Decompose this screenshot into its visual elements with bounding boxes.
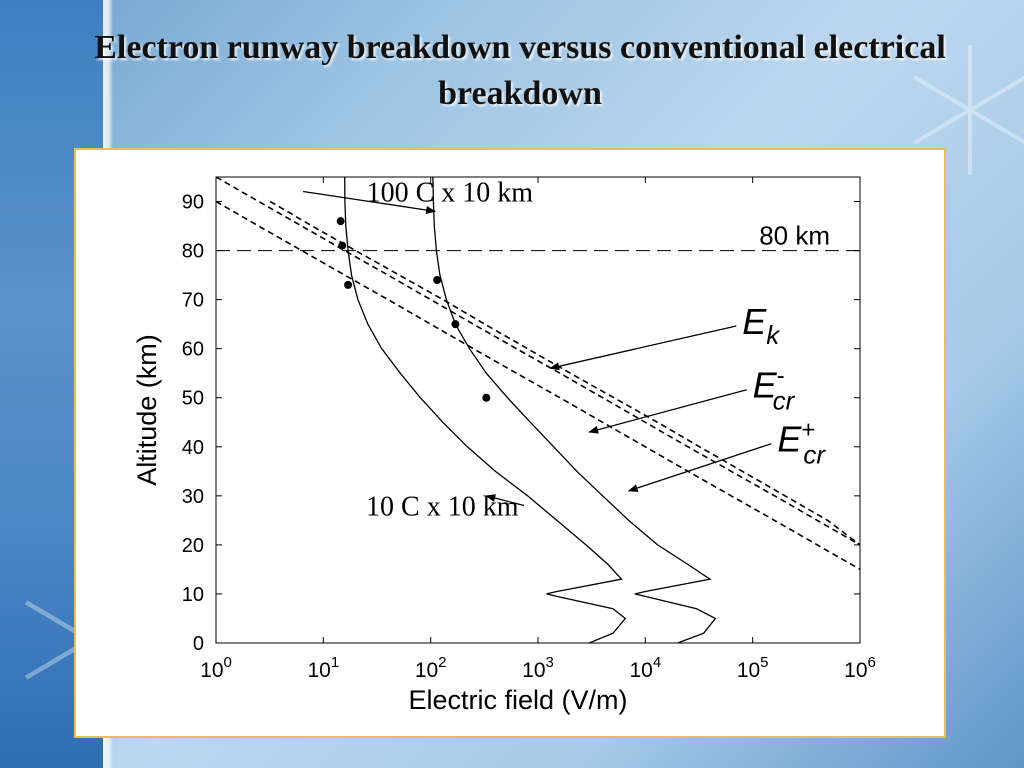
y-tick-label: 20 [182,535,204,557]
y-tick-label: 10 [182,584,204,606]
annotation-label: E-cr [753,363,796,416]
y-tick-label: 60 [182,339,204,361]
x-axis-label: Electric field (V/m) [408,685,627,715]
annotation-arrow [302,190,437,214]
y-tick-label: 40 [182,437,204,459]
series-line-e-cr- [216,177,860,546]
x-tick-label: 101 [307,654,339,682]
y-tick-label: 80 [182,241,204,263]
y-tick-label: 0 [193,633,204,655]
x-tick-label: 100 [200,654,232,682]
y-tick-label: 70 [182,290,204,312]
y-tick-label: 30 [182,486,204,508]
x-tick-label: 102 [415,654,447,682]
snowflake-decoration-icon [912,45,1024,175]
series-line-100-c-x-10-km [432,177,717,643]
data-marker [344,280,353,289]
annotation-arrow [627,443,772,492]
annotation-arrow [588,389,747,434]
data-marker [482,393,491,402]
series-line-e-k [269,200,860,546]
annotation-arrow [485,494,525,507]
series-line-10-c-x-10-km [344,177,627,643]
annotation-label: E+ cr [777,417,826,470]
annotation-label: 100 C x 10 km [367,178,534,209]
x-tick-label: 105 [737,654,769,682]
reference-line-label: 80 km [759,221,830,251]
x-tick-label: 103 [522,654,554,682]
x-tick-label: 106 [844,654,876,682]
slide-title: Electron runway breakdown versus convent… [94,29,946,112]
series-line-e-cr- [216,200,860,571]
x-tick-label: 104 [629,654,661,682]
data-marker [433,276,442,285]
y-axis-label: Altitude (km) [132,334,162,486]
data-marker [451,320,460,329]
y-tick-label: 90 [182,192,204,214]
chart-frame: 0 10 20 30 40 50 60 70 80 90 100 101 102 103 104 105 106… [74,148,946,738]
chart: 0 10 20 30 40 50 60 70 80 90 100 101 102 103 104 105 106… [132,176,876,715]
data-marker [338,241,347,250]
annotation-arrow [549,325,737,371]
annotation-label: Ek [742,301,781,350]
series-group [216,177,860,643]
data-marker [336,217,345,226]
y-tick-label: 50 [182,388,204,410]
annotation-label: 10 C x 10 km [366,491,519,522]
